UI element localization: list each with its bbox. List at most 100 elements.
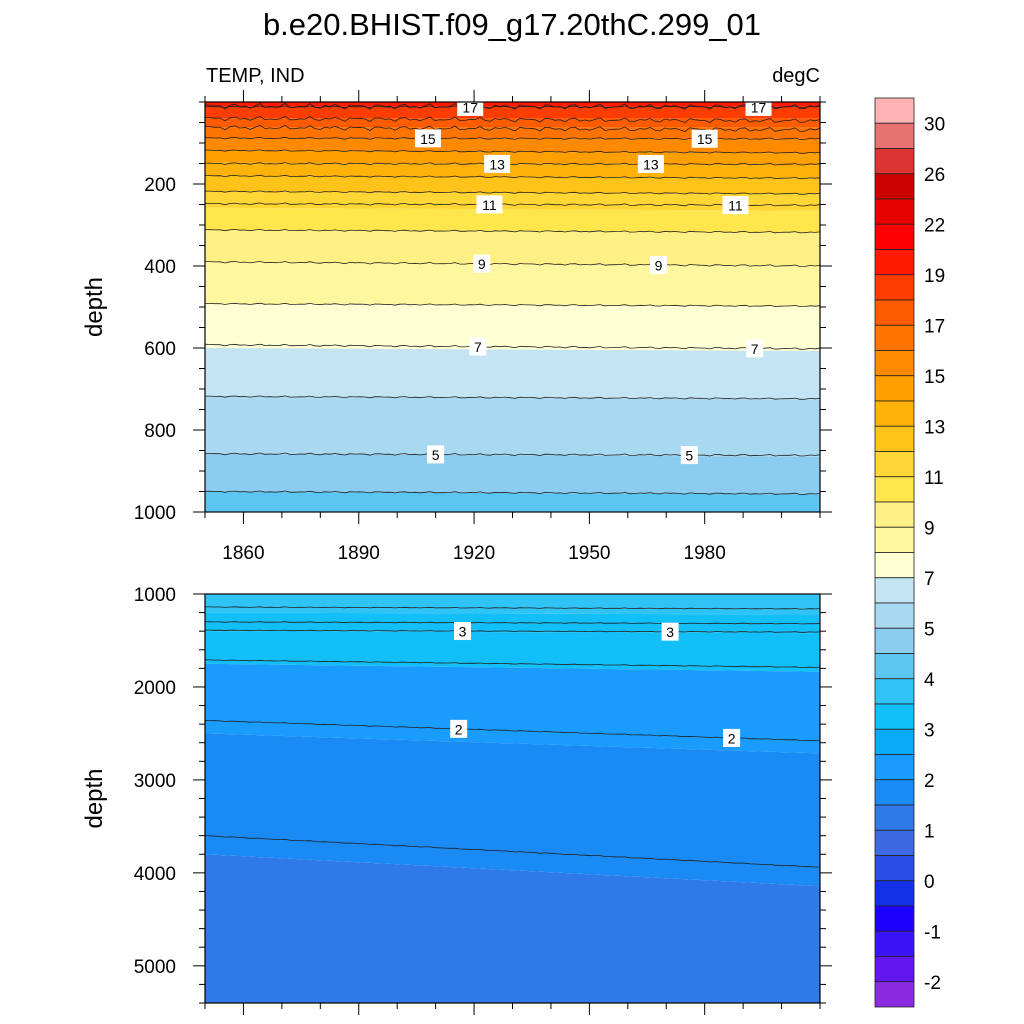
colorbar-label: -2 [924,973,941,994]
y-tick-label: 400 [144,257,176,278]
upper-band [205,453,820,495]
colorbar-swatch [874,981,915,1008]
contour-label: 9 [655,257,663,273]
x-tick-label: 1980 [684,543,726,564]
contour-label-bg [414,129,441,148]
colorbar-swatch [874,526,915,553]
contour-label-bg [484,154,511,173]
colorbar-swatch [874,956,915,983]
contour-label: 3 [459,624,467,640]
colorbar-swatch [874,703,915,730]
colorbar-label: 9 [924,518,935,539]
upper-band [205,175,820,195]
colorbar-label: -1 [924,922,941,943]
contour-label-bg [454,622,472,641]
contour-label-bg [723,728,741,747]
colorbar-swatch [874,829,915,856]
variable-label: TEMP, IND [206,65,305,87]
upper-band [205,138,820,154]
contour-line [205,162,820,166]
upper-band [205,303,820,351]
contour-label-bg [473,254,491,273]
lower-panel: 3 3 2 2 1000 2000 3000 4000 5000 depth [81,585,832,1015]
contour-line [205,124,820,132]
upper-band [205,150,820,166]
colorbar-swatch [874,930,915,957]
colorbar-label: 5 [924,619,935,640]
lower-band [205,854,820,1003]
y-tick-label: 1000 [134,585,176,606]
contour-line [205,606,820,610]
upper-band [205,118,820,128]
y-tick-label: 3000 [134,771,176,792]
contour-label-bg [650,255,668,274]
y-tick-label: 600 [144,339,176,360]
contour-line [205,835,820,868]
contour-label-bg [746,339,764,358]
colorbar-swatch [874,324,915,351]
colorbar-swatch [874,451,915,478]
upper-band [205,106,820,119]
contour-line [205,115,820,123]
lower-band [205,663,820,754]
contour-line [205,202,820,207]
contour-label: 15 [697,131,713,147]
chart-title: b.e20.BHIST.f09_g17.20thC.299_01 [263,7,761,42]
colorbar-swatch [874,299,915,326]
y-tick-label: 1000 [134,503,176,524]
contour-label: 7 [474,339,482,355]
contour-line [205,174,820,180]
colorbar-label: 7 [924,569,935,590]
colorbar-swatch [874,223,915,250]
contour-label: 5 [685,448,693,464]
upper-band [205,491,820,512]
contour-label: 17 [462,99,478,115]
contour-label-bg [661,622,679,641]
colorbar-label: 0 [924,872,935,893]
contour-label: 3 [666,624,674,640]
colorbar-swatch [874,653,915,680]
contour-label: 11 [482,197,497,213]
colorbar-swatch [874,728,915,755]
upper-panel: 17 17 15 15 13 13 11 11 9 9 7 7 5 5 200 400 600 800 1000 de… [81,90,832,564]
contour-line [205,659,820,668]
colorbar-swatch [874,678,915,705]
contour-label: 5 [432,447,440,463]
colorbar-label: 11 [924,468,944,489]
contour-label-bg [476,195,503,214]
contour-label-bg [680,446,698,465]
contour-line [205,490,820,495]
colorbar-label: 26 [924,165,945,186]
colorbar-swatch [874,602,915,629]
colorbar-swatch [874,552,915,579]
lower-fill [205,594,820,1003]
contour-line [205,343,820,350]
contour-label: 2 [455,721,463,737]
upper-band [205,102,820,107]
upper-band [205,396,820,457]
colorbar-swatch [874,577,915,604]
y-axis-label: depth [81,277,108,337]
upper-band [205,348,820,400]
contour-label-bg [427,445,445,464]
colorbar-label: 22 [924,215,945,236]
colorbar-swatch [874,274,915,301]
contour-label: 13 [489,156,505,172]
colorbar-swatch [874,501,915,528]
colorbar-label: 19 [924,266,945,287]
colorbar-swatch [874,173,915,200]
colorbar-label: 4 [924,670,935,691]
colorbar-swatch [874,754,915,781]
colorbar-label: 3 [924,720,935,741]
contour-line [205,395,820,400]
contour-line [205,452,820,457]
colorbar-label: 15 [924,367,945,388]
y-tick-label: 4000 [134,864,176,885]
contour-label: 13 [643,157,659,173]
x-tick-label: 1920 [453,543,495,564]
contour-label: 2 [728,730,736,746]
upper-band [205,162,820,179]
colorbar-label: 2 [924,771,935,792]
contour-line [205,621,820,625]
